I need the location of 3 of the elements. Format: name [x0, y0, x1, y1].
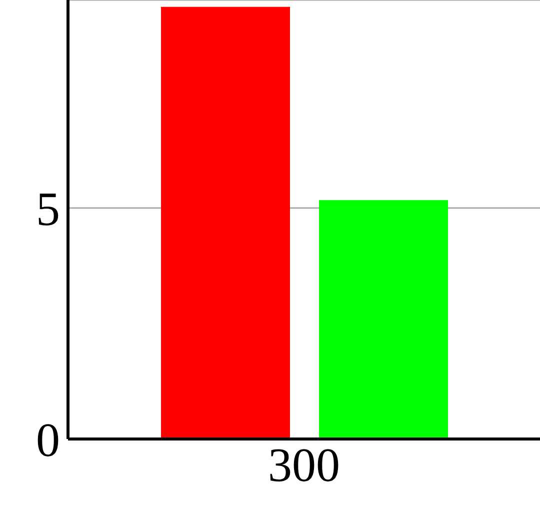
- x-tick-label: 300: [268, 439, 340, 492]
- y-tick-label: 0: [36, 414, 60, 468]
- y-tick-label: 5: [36, 182, 60, 236]
